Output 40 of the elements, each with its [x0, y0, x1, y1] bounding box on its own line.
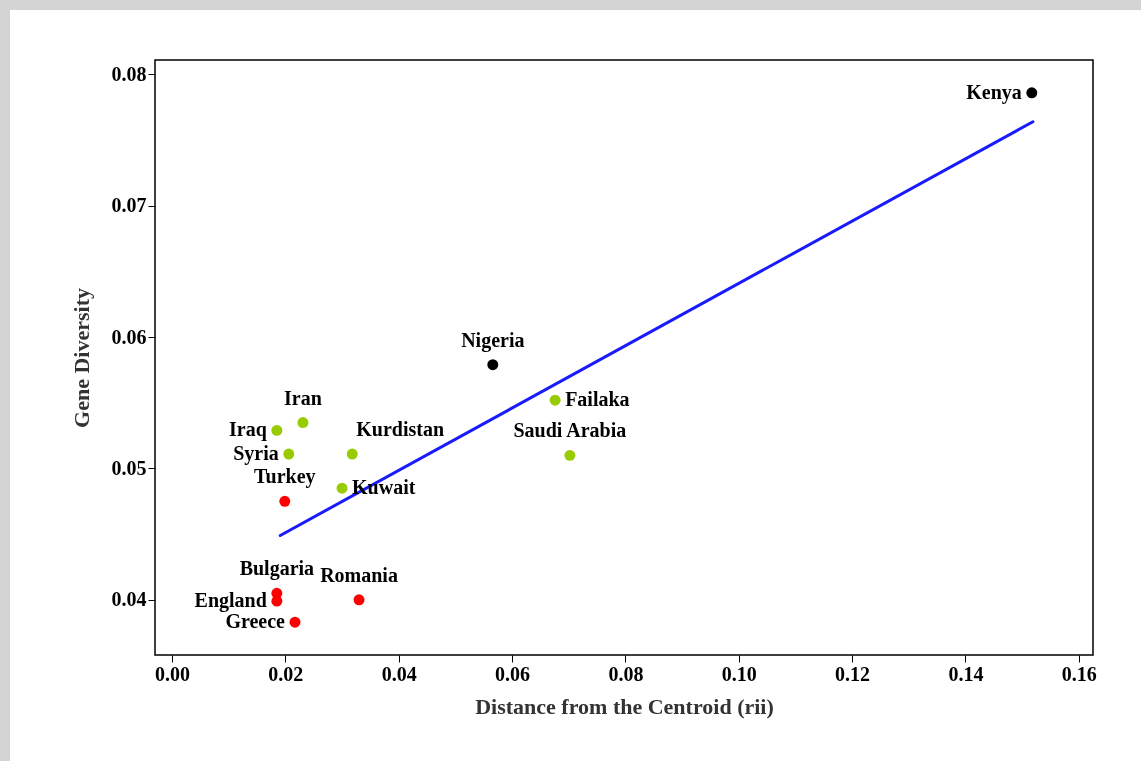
point [336, 482, 348, 494]
annotation: Failaka [565, 388, 630, 411]
point [279, 495, 291, 507]
point [353, 594, 365, 606]
y-tick-label: 0.07 [111, 194, 147, 217]
point [283, 448, 295, 460]
annotation: England [194, 589, 267, 613]
y-tick-label: 0.05 [111, 456, 147, 479]
point [549, 394, 561, 406]
x-tick-label: 0.14 [948, 662, 984, 685]
point [271, 424, 283, 436]
annotation: Nigeria [461, 328, 525, 352]
y-axis-title: Gene Diversity [68, 288, 94, 428]
point [346, 448, 358, 460]
y-tick-label: 0.06 [111, 325, 147, 348]
annotation: Saudi Arabia [513, 419, 627, 442]
point [289, 616, 301, 628]
y-tick-label: 0.04 [111, 588, 147, 611]
annotation: Turkey [254, 465, 316, 489]
point [564, 449, 576, 461]
annotation: Romania [320, 563, 398, 586]
x-tick-label: 0.10 [721, 662, 757, 685]
x-tick-label: 0.04 [381, 662, 417, 685]
y-tick-label: 0.08 [111, 62, 147, 85]
x-tick-label: 0.16 [1061, 662, 1097, 685]
annotation: Iraq [229, 418, 267, 442]
x-tick-label: 0.12 [835, 662, 871, 685]
x-tick-label: 0.02 [268, 662, 304, 685]
annotation: Kenya [966, 80, 1022, 104]
x-tick-label: 0.00 [155, 662, 190, 685]
annotation: Bulgaria [239, 557, 315, 581]
annotation: Kurdistan [356, 418, 445, 441]
x-axis-title: Distance from the Centroid (rii) [475, 693, 774, 719]
annotation: Iran [284, 386, 322, 409]
x-tick-label: 0.08 [608, 662, 644, 685]
x-tick-label: 0.06 [495, 662, 531, 685]
point [1026, 87, 1038, 99]
point [487, 359, 499, 371]
annotation: Syria [233, 442, 279, 466]
point [297, 417, 309, 428]
